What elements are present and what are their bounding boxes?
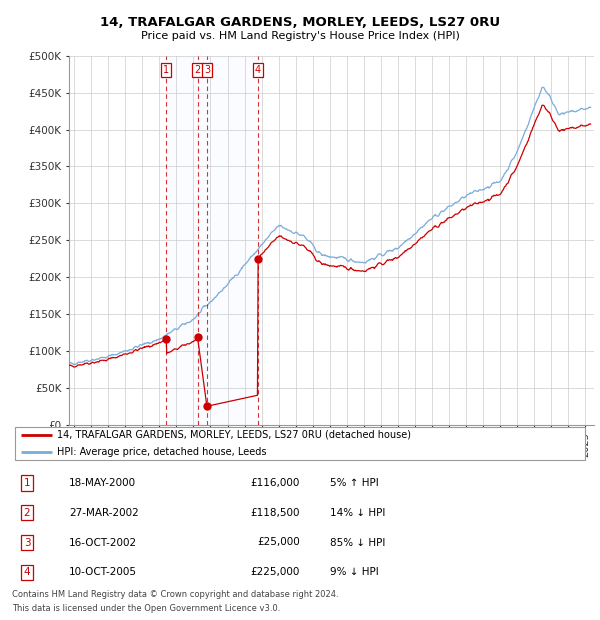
Text: £225,000: £225,000 [251, 567, 300, 577]
Text: 1: 1 [23, 478, 31, 488]
Text: 14% ↓ HPI: 14% ↓ HPI [330, 508, 385, 518]
Text: 4: 4 [255, 65, 261, 75]
Text: 85% ↓ HPI: 85% ↓ HPI [330, 538, 385, 547]
Text: 14, TRAFALGAR GARDENS, MORLEY, LEEDS, LS27 0RU (detached house): 14, TRAFALGAR GARDENS, MORLEY, LEEDS, LS… [57, 430, 411, 440]
FancyBboxPatch shape [15, 427, 585, 461]
Text: 18-MAY-2000: 18-MAY-2000 [69, 478, 136, 488]
Text: £118,500: £118,500 [251, 508, 300, 518]
Text: 10-OCT-2005: 10-OCT-2005 [69, 567, 137, 577]
Bar [197, 56, 258, 425]
Text: 4: 4 [23, 567, 31, 577]
Text: Price paid vs. HM Land Registry's House Price Index (HPI): Price paid vs. HM Land Registry's House … [140, 31, 460, 41]
Text: This data is licensed under the Open Government Licence v3.0.: This data is licensed under the Open Gov… [12, 604, 280, 613]
Text: 2: 2 [194, 65, 200, 75]
Text: 27-MAR-2002: 27-MAR-2002 [69, 508, 139, 518]
Text: Contains HM Land Registry data © Crown copyright and database right 2024.: Contains HM Land Registry data © Crown c… [12, 590, 338, 600]
Text: 2: 2 [23, 508, 31, 518]
Text: 3: 3 [204, 65, 210, 75]
Text: 14, TRAFALGAR GARDENS, MORLEY, LEEDS, LS27 0RU: 14, TRAFALGAR GARDENS, MORLEY, LEEDS, LS… [100, 16, 500, 29]
Text: 5% ↑ HPI: 5% ↑ HPI [330, 478, 379, 488]
Text: 3: 3 [23, 538, 31, 547]
Text: 1: 1 [163, 65, 169, 75]
Text: 9% ↓ HPI: 9% ↓ HPI [330, 567, 379, 577]
Text: HPI: Average price, detached house, Leeds: HPI: Average price, detached house, Leed… [57, 447, 266, 457]
Text: £25,000: £25,000 [257, 538, 300, 547]
Bar [166, 56, 197, 425]
Text: £116,000: £116,000 [251, 478, 300, 488]
Text: 16-OCT-2002: 16-OCT-2002 [69, 538, 137, 547]
